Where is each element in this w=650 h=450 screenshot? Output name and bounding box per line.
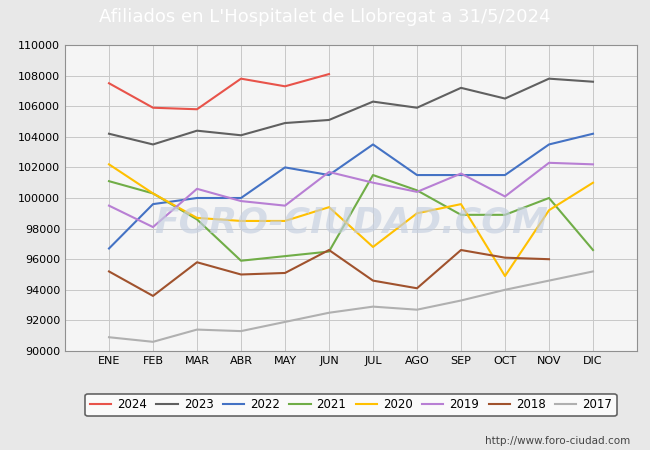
Legend: 2024, 2023, 2022, 2021, 2020, 2019, 2018, 2017: 2024, 2023, 2022, 2021, 2020, 2019, 2018… — [85, 394, 617, 416]
Text: Afiliados en L'Hospitalet de Llobregat a 31/5/2024: Afiliados en L'Hospitalet de Llobregat a… — [99, 8, 551, 26]
Text: http://www.foro-ciudad.com: http://www.foro-ciudad.com — [486, 436, 630, 446]
Text: FORO-CIUDAD.COM: FORO-CIUDAD.COM — [154, 206, 548, 239]
